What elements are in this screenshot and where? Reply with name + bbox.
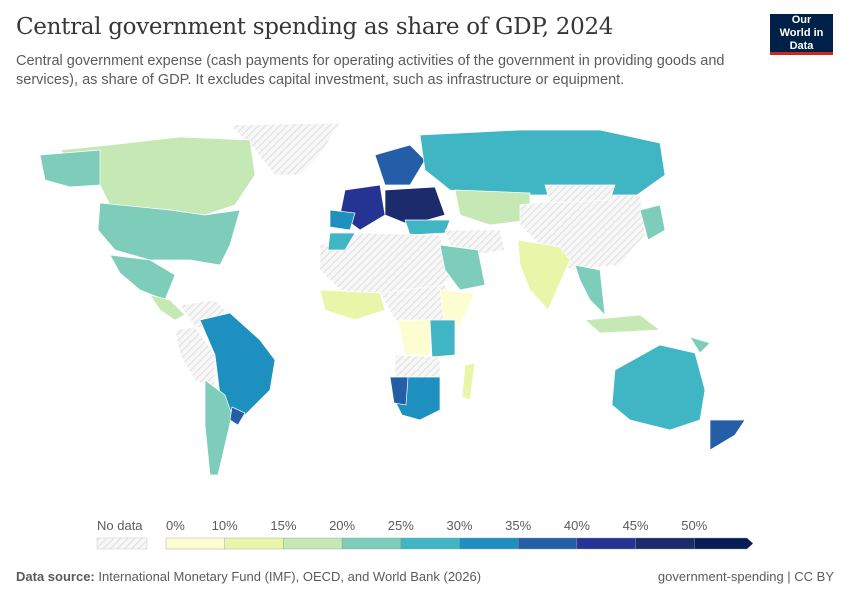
- country-kazakhstan[interactable]: [454, 189, 531, 226]
- data-source: Data source: International Monetary Fund…: [16, 569, 481, 584]
- country-japan[interactable]: [639, 204, 666, 241]
- legend-tick-label: 20%: [329, 518, 355, 533]
- legend-tick-label: 35%: [505, 518, 531, 533]
- source-text[interactable]: International Monetary Fund (IMF), OECD,…: [98, 569, 482, 584]
- country-saudi[interactable]: [439, 244, 486, 291]
- license[interactable]: government-spending | CC BY: [657, 569, 834, 584]
- legend-bin[interactable]: [283, 537, 343, 550]
- legend-bin[interactable]: [576, 537, 636, 550]
- country-argentina[interactable]: [204, 379, 233, 475]
- legend-bin[interactable]: [400, 537, 460, 550]
- country-greenland[interactable]: [229, 122, 341, 176]
- country-usa[interactable]: [97, 202, 241, 266]
- logo-text: Our World in Data: [779, 13, 824, 52]
- legend-tick-label: 40%: [564, 518, 590, 533]
- country-brazil[interactable]: [199, 312, 276, 421]
- country-namibia[interactable]: [389, 376, 409, 406]
- country-europe-east[interactable]: [384, 186, 446, 226]
- legend-tick-label: 10%: [212, 518, 238, 533]
- legend-tick-label: 45%: [623, 518, 649, 533]
- legend-tick-label: 15%: [270, 518, 296, 533]
- country-mongolia[interactable]: [544, 184, 616, 204]
- legend-tick-label: 25%: [388, 518, 414, 533]
- country-uruguay[interactable]: [229, 406, 246, 426]
- page-title: Central government spending as share of …: [16, 14, 614, 40]
- legend-bin[interactable]: [341, 537, 402, 550]
- country-tanzania-kenya[interactable]: [429, 319, 456, 358]
- country-turkey[interactable]: [404, 219, 451, 236]
- country-east-africa[interactable]: [439, 289, 476, 328]
- legend-bin[interactable]: [694, 537, 754, 550]
- legend-bin[interactable]: [459, 537, 519, 550]
- country-png[interactable]: [689, 336, 711, 354]
- country-madagascar[interactable]: [461, 362, 476, 401]
- country-indonesia[interactable]: [584, 314, 661, 334]
- legend-bin[interactable]: [224, 537, 284, 550]
- country-mexico[interactable]: [109, 254, 176, 301]
- legend-tick-label: 30%: [446, 518, 472, 533]
- country-morocco[interactable]: [327, 232, 356, 251]
- source-label: Data source:: [16, 569, 95, 584]
- country-alaska[interactable]: [39, 149, 101, 188]
- country-australia[interactable]: [611, 344, 706, 431]
- owid-logo[interactable]: Our World in Data: [770, 14, 833, 55]
- country-southeast-asia[interactable]: [574, 264, 606, 316]
- legend-bin[interactable]: [165, 537, 225, 550]
- country-scandinavia[interactable]: [374, 144, 426, 186]
- legend-tick-label: 0%: [166, 518, 185, 533]
- legend-no-data-label: No data: [97, 518, 143, 533]
- subtitle: Central government expense (cash payment…: [16, 53, 725, 88]
- country-russia[interactable]: [419, 129, 666, 201]
- legend-tick-label: 50%: [681, 518, 707, 533]
- legend-bin[interactable]: [635, 537, 695, 550]
- country-india[interactable]: [517, 239, 571, 311]
- legend-bin[interactable]: [518, 537, 578, 550]
- world-map[interactable]: [0, 115, 780, 475]
- country-iberia[interactable]: [329, 209, 356, 231]
- country-west-africa[interactable]: [319, 289, 386, 321]
- country-central-america[interactable]: [149, 294, 186, 321]
- country-drc[interactable]: [397, 319, 431, 356]
- color-legend: No data 0% 10% 15% 20% 25% 30% 35% 40% 45% 50%: [96, 518, 754, 550]
- country-new-zealand[interactable]: [709, 419, 746, 451]
- country-angola-zambia[interactable]: [394, 354, 441, 378]
- legend-no-data-swatch: [96, 537, 148, 550]
- country-canada[interactable]: [59, 136, 256, 216]
